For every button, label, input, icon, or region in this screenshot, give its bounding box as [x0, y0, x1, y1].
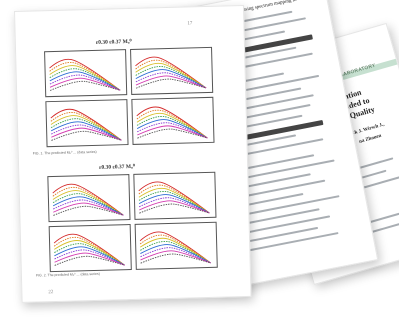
- subplot-panel: [44, 49, 128, 98]
- series-line: [53, 233, 125, 266]
- series-line: [135, 59, 207, 89]
- series-line: [139, 234, 211, 264]
- subplot-panel: [131, 96, 215, 145]
- series-line: [135, 75, 207, 89]
- series-line: [136, 109, 208, 139]
- series-line: [50, 115, 122, 141]
- series-line: [139, 231, 211, 264]
- series-line: [136, 115, 208, 139]
- series-line: [52, 183, 124, 216]
- figure-2-title: ɛ0.30 ɛ0.37 Mᵤ⁰: [99, 163, 136, 171]
- figure-1-caption: FIG. 1. The predicted Mᵤ⁰ ... (data seri…: [32, 149, 97, 156]
- author-line-2: na Zhouen: [358, 133, 383, 145]
- series-line: [135, 62, 207, 89]
- subplot-panel: [47, 174, 131, 223]
- series-line: [136, 112, 208, 139]
- subplot-curves: [136, 106, 208, 139]
- series-line: [138, 194, 210, 214]
- series-line: [54, 240, 125, 266]
- series-line: [138, 190, 210, 214]
- series-line: [53, 199, 124, 216]
- subplot-panel: [133, 171, 217, 220]
- subplot-panel: [130, 46, 214, 95]
- series-line: [140, 247, 211, 264]
- series-line: [49, 61, 121, 91]
- series-line: [138, 197, 210, 214]
- front-page: 17 ɛ0.30 ɛ0.37 Mᵤ⁰ FIG. 1. The predicted…: [14, 4, 252, 303]
- series-line: [52, 186, 124, 216]
- series-line: [136, 119, 208, 139]
- series-line: [140, 244, 211, 264]
- series-line: [54, 243, 125, 266]
- series-line: [52, 190, 124, 216]
- series-line: [135, 56, 207, 89]
- series-line: [139, 237, 211, 264]
- subplot-panel: [134, 221, 218, 270]
- series-line: [135, 66, 207, 89]
- series-line: [137, 125, 208, 139]
- series-line: [49, 74, 121, 91]
- series-line: [135, 72, 207, 89]
- series-line: [50, 111, 122, 141]
- series-line: [138, 187, 210, 214]
- series-line: [140, 240, 211, 264]
- series-line: [139, 200, 210, 214]
- series-line: [138, 184, 210, 214]
- series-line: [52, 193, 124, 216]
- page-number: 17: [187, 21, 193, 27]
- series-line: [50, 121, 122, 141]
- subplot-panel: [48, 224, 132, 273]
- series-line: [53, 202, 124, 216]
- series-line: [51, 124, 122, 141]
- series-line: [136, 106, 208, 139]
- series-line: [140, 250, 211, 264]
- series-line: [137, 122, 208, 139]
- footer-page-number: 22: [48, 290, 54, 296]
- series-line: [52, 196, 124, 216]
- subplot-curves: [135, 56, 207, 89]
- subplot-curves: [49, 58, 121, 91]
- series-line: [54, 249, 125, 266]
- series-line: [49, 58, 121, 91]
- series-line: [51, 127, 122, 141]
- subplot-curves: [139, 231, 211, 264]
- subplot-panel: [45, 99, 129, 148]
- series-line: [49, 68, 121, 91]
- series-line: [135, 69, 207, 89]
- subplot-curves: [50, 108, 122, 141]
- subplot-curves: [52, 183, 124, 216]
- subplot-curves: [138, 181, 210, 214]
- series-line: [54, 252, 125, 266]
- subplot-curves: [53, 233, 125, 266]
- figure-1-title: ɛ0.30 ɛ0.37 Mᵤ⁰: [95, 38, 132, 46]
- figure-2: [47, 171, 219, 273]
- figure-1: [44, 46, 216, 148]
- series-line: [50, 118, 122, 141]
- series-line: [54, 246, 125, 266]
- series-line: [49, 65, 121, 91]
- series-line: [53, 236, 125, 266]
- series-line: [138, 181, 210, 214]
- series-line: [50, 108, 122, 141]
- series-line: [49, 77, 121, 91]
- series-line: [49, 71, 121, 91]
